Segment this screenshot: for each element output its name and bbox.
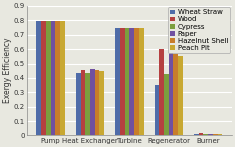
Bar bbox=[178, 56, 183, 135]
Bar bbox=[159, 49, 164, 135]
Bar bbox=[139, 28, 144, 135]
Bar bbox=[99, 71, 104, 135]
Bar bbox=[41, 21, 46, 135]
Bar bbox=[36, 21, 41, 135]
Bar bbox=[120, 27, 125, 135]
Bar bbox=[203, 134, 208, 135]
Bar bbox=[169, 25, 173, 135]
Bar bbox=[85, 73, 90, 135]
Bar bbox=[55, 21, 60, 135]
Bar bbox=[129, 28, 134, 135]
Bar bbox=[199, 133, 203, 135]
Bar bbox=[95, 70, 99, 135]
Bar bbox=[164, 74, 169, 135]
Bar bbox=[218, 134, 222, 135]
Bar bbox=[155, 85, 159, 135]
Bar bbox=[208, 134, 213, 135]
Bar bbox=[90, 69, 95, 135]
Bar bbox=[115, 27, 120, 135]
Bar bbox=[51, 21, 55, 135]
Y-axis label: Exergy Efficiency: Exergy Efficiency bbox=[4, 38, 12, 103]
Bar bbox=[60, 21, 65, 135]
Bar bbox=[173, 54, 178, 135]
Bar bbox=[46, 21, 51, 135]
Bar bbox=[134, 28, 139, 135]
Bar bbox=[81, 70, 85, 135]
Bar bbox=[125, 28, 129, 135]
Bar bbox=[76, 73, 81, 135]
Bar bbox=[213, 134, 218, 135]
Legend: Wheat Straw, Wood, Cypress, Paper, Hazelnut Shell, Peach Pit: Wheat Straw, Wood, Cypress, Paper, Hazel… bbox=[168, 7, 230, 53]
Bar bbox=[194, 134, 199, 135]
